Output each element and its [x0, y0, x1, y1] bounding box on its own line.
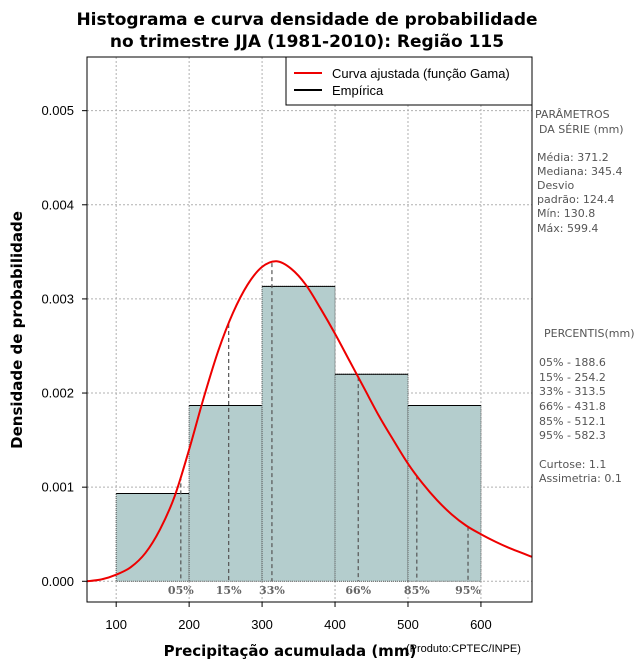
- credit-text: (Produto:CPTEC/INPE): [406, 643, 521, 655]
- percentis-title: PERCENTIS(mm): [544, 327, 635, 340]
- x-axis: 100 200 300 400 500 600: [105, 602, 492, 632]
- percentile-lines: [180, 263, 469, 582]
- percentile-label-1: 15%: [216, 584, 242, 597]
- percentil-66: 66% - 431.8: [539, 400, 606, 413]
- y-tick-label-2: 0.002: [41, 386, 74, 401]
- x-tick-label-3: 400: [324, 617, 346, 632]
- param-min: Mín: 130.8: [537, 207, 595, 220]
- chart-title-line-1: Histograma e curva densidade de probabil…: [76, 10, 537, 30]
- x-tick-label-4: 500: [397, 617, 419, 632]
- legend-curve-label: Curva ajustada (função Gama): [332, 66, 510, 81]
- y-tick-label-3: 0.003: [41, 291, 74, 306]
- params-title-line-1: PARÂMETROS: [535, 108, 610, 121]
- percentile-label-3: 66%: [345, 584, 371, 597]
- x-tick-label-0: 100: [105, 617, 127, 632]
- params-title-line-2: DA SÉRIE (mm): [539, 123, 624, 136]
- percentile-label-5: 95%: [455, 584, 481, 597]
- stat-assimetria: Assimetria: 0.1: [539, 472, 622, 485]
- y-tick-label-4: 0.004: [41, 197, 74, 212]
- x-axis-label: Precipitação acumulada (mm): [164, 642, 417, 660]
- histogram-bar-2: [261, 285, 336, 582]
- param-desvio-value: padrão: 124.4: [537, 193, 614, 206]
- x-tick-label-1: 200: [178, 617, 200, 632]
- percentile-label-0: 05%: [168, 584, 194, 597]
- y-tick-label-0: 0.000: [41, 574, 74, 589]
- percentil-05: 05% - 188.6: [539, 356, 606, 369]
- histogram-bar-4: [407, 405, 482, 582]
- param-max: Máx: 599.4: [537, 222, 598, 235]
- percentil-33: 33% - 313.5: [539, 385, 606, 398]
- side-panel: PARÂMETROS DA SÉRIE (mm) Média: 371.2 Me…: [535, 108, 635, 485]
- x-tick-label-5: 600: [470, 617, 492, 632]
- percentil-95: 95% - 582.3: [539, 429, 606, 442]
- histogram-bar-0: [115, 492, 190, 582]
- param-mediana: Mediana: 345.4: [537, 165, 622, 178]
- percentil-85: 85% - 512.1: [539, 415, 606, 428]
- percentile-label-4: 85%: [404, 584, 430, 597]
- y-tick-label-5: 0.005: [41, 103, 74, 118]
- histogram-bar-3: [334, 373, 409, 582]
- percentile-labels: 05% 15% 33% 66% 85% 95%: [168, 584, 482, 597]
- param-desvio-label: Desvio: [537, 179, 575, 192]
- stat-curtose: Curtose: 1.1: [539, 458, 606, 471]
- x-tick-label-2: 300: [251, 617, 273, 632]
- percentile-label-2: 33%: [259, 584, 285, 597]
- param-media: Média: 371.2: [537, 151, 609, 164]
- chart-title-line-2: no trimestre JJA (1981-2010): Região 115: [110, 32, 504, 52]
- y-axis: 0.000 0.001 0.002 0.003 0.004 0.005: [41, 103, 87, 589]
- legend-empirical-label: Empírica: [332, 83, 384, 98]
- y-tick-label-1: 0.001: [41, 480, 74, 495]
- legend: Curva ajustada (função Gama) Empírica: [285, 56, 533, 106]
- percentil-15: 15% - 254.2: [539, 371, 606, 384]
- gamma-curve: [86, 260, 533, 583]
- y-axis-label: Densidade de probabilidade: [8, 211, 26, 449]
- histogram-bar-1: [188, 405, 263, 582]
- legend-box: [285, 56, 533, 106]
- histogram-bars: [115, 285, 482, 582]
